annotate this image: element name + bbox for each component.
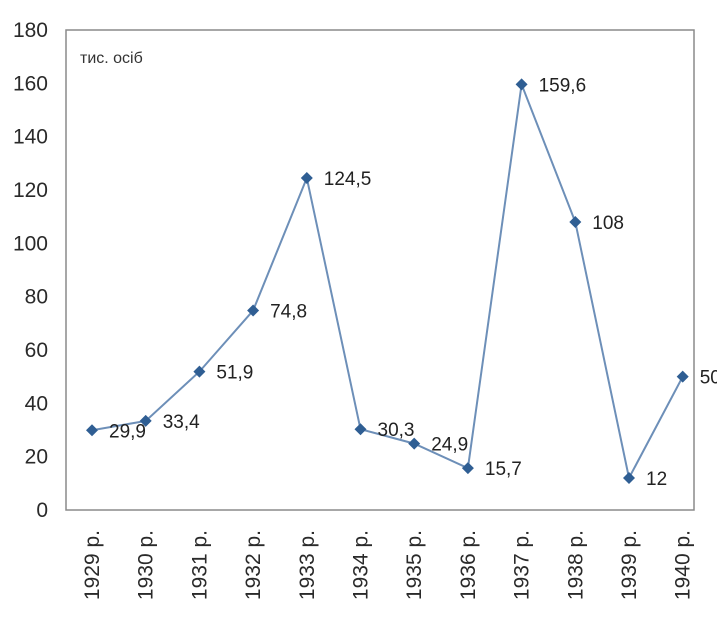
data-label: 24,9 bbox=[431, 435, 468, 456]
data-label: 33,4 bbox=[163, 412, 200, 433]
y-tick-label: 120 bbox=[13, 179, 48, 202]
data-point-marker bbox=[139, 414, 152, 427]
y-tick-label: 180 bbox=[13, 19, 48, 42]
x-category-label: 1938 р. bbox=[564, 530, 587, 600]
x-category-label: 1939 р. bbox=[618, 530, 641, 600]
data-label: 15,7 bbox=[485, 459, 522, 480]
y-tick-label: 0 bbox=[36, 499, 48, 522]
data-point-marker bbox=[300, 172, 313, 184]
data-point-marker bbox=[247, 304, 260, 317]
x-category-label: 1940 р. bbox=[672, 530, 695, 600]
x-category-label: 1935 р. bbox=[403, 530, 426, 600]
data-point-marker bbox=[623, 472, 635, 484]
series-markers bbox=[86, 78, 689, 484]
y-tick-label: 140 bbox=[13, 126, 48, 149]
y-tick-label: 60 bbox=[25, 339, 48, 362]
x-category-label: 1936 р. bbox=[457, 530, 480, 600]
data-labels: 29,9 33,4 51,9 74,8 124,5 30,3 24,9 15,7 159,6 10… bbox=[109, 75, 717, 490]
x-category-label: 1930 р. bbox=[135, 530, 158, 600]
y-tick-label: 100 bbox=[13, 232, 48, 255]
data-point-marker bbox=[569, 216, 582, 228]
data-point-marker bbox=[408, 437, 421, 450]
x-category-label: 1931 р. bbox=[188, 530, 211, 600]
data-label: 108 bbox=[592, 213, 624, 234]
data-point-marker bbox=[193, 365, 206, 378]
x-category-label: 1929 р. bbox=[81, 530, 104, 600]
data-label: 29,9 bbox=[109, 421, 146, 442]
data-point-marker bbox=[354, 423, 367, 436]
y-axis-ticks: 0 20 40 60 80 100 120 140 160 180 bbox=[13, 19, 48, 522]
data-label: 74,8 bbox=[270, 302, 307, 323]
y-tick-label: 20 bbox=[25, 446, 48, 469]
y-tick-label: 80 bbox=[25, 286, 48, 309]
x-category-label: 1937 р. bbox=[511, 530, 534, 600]
data-point-marker bbox=[86, 424, 98, 437]
x-category-label: 1933 р. bbox=[296, 530, 319, 600]
y-tick-label: 40 bbox=[25, 392, 48, 415]
y-tick-label: 160 bbox=[13, 72, 48, 95]
data-label: 51,9 bbox=[216, 363, 253, 384]
data-point-marker bbox=[515, 78, 528, 91]
x-category-label: 1932 р. bbox=[242, 530, 265, 600]
y-unit-label: тис. осіб bbox=[80, 50, 143, 67]
data-label: 12 bbox=[646, 469, 667, 490]
data-point-marker bbox=[676, 370, 689, 383]
plot-frame bbox=[65, 29, 695, 511]
data-label: 30,3 bbox=[378, 420, 415, 441]
data-label: 124,5 bbox=[324, 169, 372, 190]
x-category-label: 1934 р. bbox=[350, 530, 373, 600]
data-point-marker bbox=[461, 462, 474, 475]
data-label: 159,6 bbox=[539, 75, 587, 96]
x-axis-categories: 1929 р. 1930 р. 1931 р. 1932 р. 1933 р. 1934 … bbox=[81, 530, 695, 600]
series-line bbox=[91, 80, 684, 481]
data-label: 50 bbox=[700, 368, 717, 389]
